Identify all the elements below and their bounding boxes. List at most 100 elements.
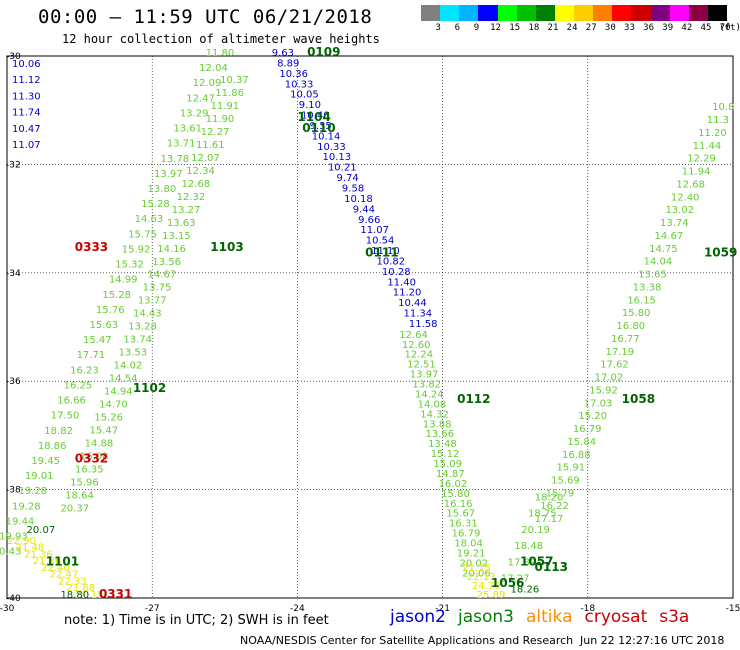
wave-height-value: 15.91 bbox=[557, 463, 586, 474]
colorbar-swatch bbox=[459, 5, 479, 21]
wave-height-value: 10.37 bbox=[220, 75, 249, 86]
wave-height-value: 24.70 bbox=[472, 581, 501, 592]
wave-height-value: 21.36 bbox=[24, 549, 53, 560]
wave-height-value: 15.09 bbox=[433, 459, 462, 470]
wave-height-value: 15.80 bbox=[622, 308, 651, 319]
wave-height-value: 11.91 bbox=[210, 101, 239, 112]
wave-height-value: 13.74 bbox=[123, 335, 152, 346]
wave-height-value: 18.80 bbox=[60, 590, 89, 601]
wave-height-value: 11.07 bbox=[360, 225, 389, 236]
wave-height-value: 18.82 bbox=[44, 426, 73, 437]
wave-height-value: 12.47 bbox=[186, 93, 215, 104]
wave-height-value: 11.86 bbox=[215, 88, 244, 99]
page-subtitle: 12 hour collection of altimeter wave hei… bbox=[62, 32, 380, 46]
colorbar-swatch bbox=[554, 5, 574, 21]
wave-height-value: 12.68 bbox=[181, 179, 210, 190]
wave-height-value: 22.90 bbox=[7, 536, 36, 547]
wave-height-value: 16.66 bbox=[57, 396, 86, 407]
wave-height-value: 12.68 bbox=[676, 179, 705, 190]
wave-height-value: 14.75 bbox=[649, 244, 678, 255]
wave-height-value: 18.20 bbox=[535, 492, 564, 503]
wave-height-value: 25.89 bbox=[477, 590, 506, 601]
colorbar-swatch bbox=[574, 5, 594, 21]
pass-time-label: 1104 bbox=[297, 110, 330, 124]
wave-height-value: 10.82 bbox=[377, 256, 406, 267]
wave-height-value: 15.32 bbox=[115, 260, 144, 271]
colorbar-swatch bbox=[535, 5, 555, 21]
wave-height-value: 11.58 bbox=[409, 319, 438, 330]
wave-height-value: 22.13 bbox=[467, 572, 496, 583]
legend-item-cryosat: cryosat bbox=[584, 607, 648, 627]
pass-time-label: 1059 bbox=[704, 246, 737, 260]
colorbar-tick-label: 9 bbox=[473, 23, 480, 33]
wave-height-value: 14.70 bbox=[99, 399, 128, 410]
colorbar-tick-label: 70 bbox=[719, 23, 731, 33]
colorbar-tick-label: 15 bbox=[509, 23, 521, 33]
wave-height-value: 15.75 bbox=[128, 229, 157, 240]
wave-height-value: 15.92 bbox=[589, 385, 618, 396]
wave-height-value: 12.32 bbox=[177, 192, 206, 203]
wave-height-value: 16.25 bbox=[64, 380, 93, 391]
wave-height-value: 11.3 bbox=[707, 115, 729, 126]
wave-height-value: 21.15 bbox=[75, 590, 104, 601]
wave-height-value: 14.99 bbox=[109, 275, 138, 286]
wave-height-value: 14.94 bbox=[104, 387, 133, 398]
wave-height-value: 11.34 bbox=[404, 309, 433, 320]
pass-time-label: 0109 bbox=[307, 45, 340, 59]
wave-height-value: 11.07 bbox=[12, 140, 41, 151]
wave-height-value: 11.94 bbox=[682, 167, 711, 178]
wave-height-value: 12.07 bbox=[191, 153, 220, 164]
wave-height-value: 17.02 bbox=[595, 373, 624, 384]
wave-height-value: 13.61 bbox=[173, 124, 202, 135]
pass-time-label: 1101 bbox=[46, 554, 79, 568]
legend-item-altika: altika bbox=[526, 607, 573, 627]
wave-height-value: 19.01 bbox=[25, 471, 54, 482]
wave-height-value: 9.58 bbox=[342, 184, 364, 195]
wave-height-value: 10.36 bbox=[279, 69, 308, 80]
wave-height-value: 10.05 bbox=[290, 90, 319, 101]
wave-height-value: 20.07 bbox=[27, 525, 56, 536]
wave-height-value: 10.14 bbox=[312, 131, 341, 142]
pass-time-label: 0111 bbox=[365, 246, 398, 260]
wave-height-value: 14.88 bbox=[85, 438, 114, 449]
colorbar-tick-label: 36 bbox=[643, 23, 654, 33]
lon-tick-label: -15 bbox=[726, 604, 740, 614]
wave-height-value: 15.47 bbox=[83, 335, 112, 346]
wave-height-value: 13.28 bbox=[128, 322, 157, 333]
pass-time-label: 0112 bbox=[457, 392, 490, 406]
wave-height-value: 10.44 bbox=[398, 298, 427, 309]
colorbar-unit-label: (ft) bbox=[719, 23, 740, 33]
pass-time-label: 0110 bbox=[302, 121, 335, 135]
wave-height-value: 21.36 bbox=[33, 556, 62, 567]
wave-height-value: 16.88 bbox=[562, 450, 591, 461]
wave-height-value: 13.80 bbox=[148, 184, 177, 195]
wave-height-value: 16.02 bbox=[439, 479, 468, 490]
wave-height-value: 19.93 bbox=[0, 532, 28, 543]
wave-height-value: 13.48 bbox=[428, 439, 457, 450]
wave-height-value: 10.28 bbox=[382, 267, 411, 278]
legend-item-jason3: jason3 bbox=[458, 607, 514, 627]
wave-height-value: 9.10 bbox=[299, 100, 321, 111]
wave-height-value: 12.27 bbox=[201, 127, 230, 138]
wave-height-value: 15.92 bbox=[122, 244, 151, 255]
colorbar-tick-label: 12 bbox=[490, 23, 501, 33]
wave-height-value: 13.66 bbox=[425, 429, 454, 440]
colorbar-swatch bbox=[688, 5, 708, 21]
wave-height-value: 21.88 bbox=[66, 583, 95, 594]
wave-height-value: 16.22 bbox=[540, 501, 569, 512]
wave-height-value: 16.15 bbox=[627, 295, 656, 306]
wave-height-value: 12.64 bbox=[399, 330, 428, 341]
colorbar-tick-label: 33 bbox=[624, 23, 635, 33]
wave-height-value: 15.20 bbox=[578, 411, 607, 422]
wave-height-value: 15.63 bbox=[89, 320, 118, 331]
credit-text: NOAA/NESDIS Center for Satellite Applica… bbox=[240, 634, 574, 647]
pass-time-label: 0331 bbox=[99, 587, 132, 601]
wave-height-value: 12.04 bbox=[199, 63, 228, 74]
lon-tick-label: -27 bbox=[145, 604, 160, 614]
lat-tick-label: -40 bbox=[6, 594, 21, 604]
wave-height-value: 17.89 bbox=[508, 557, 537, 568]
colorbar-tick-label: 21 bbox=[547, 23, 559, 33]
lon-tick-label: -30 bbox=[0, 604, 15, 614]
wave-height-value: 16.79 bbox=[573, 424, 602, 435]
